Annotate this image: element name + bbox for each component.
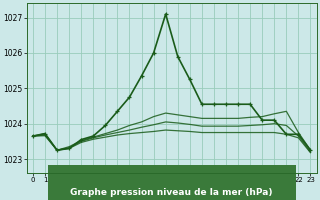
X-axis label: Graphe pression niveau de la mer (hPa): Graphe pression niveau de la mer (hPa) [70, 188, 273, 197]
